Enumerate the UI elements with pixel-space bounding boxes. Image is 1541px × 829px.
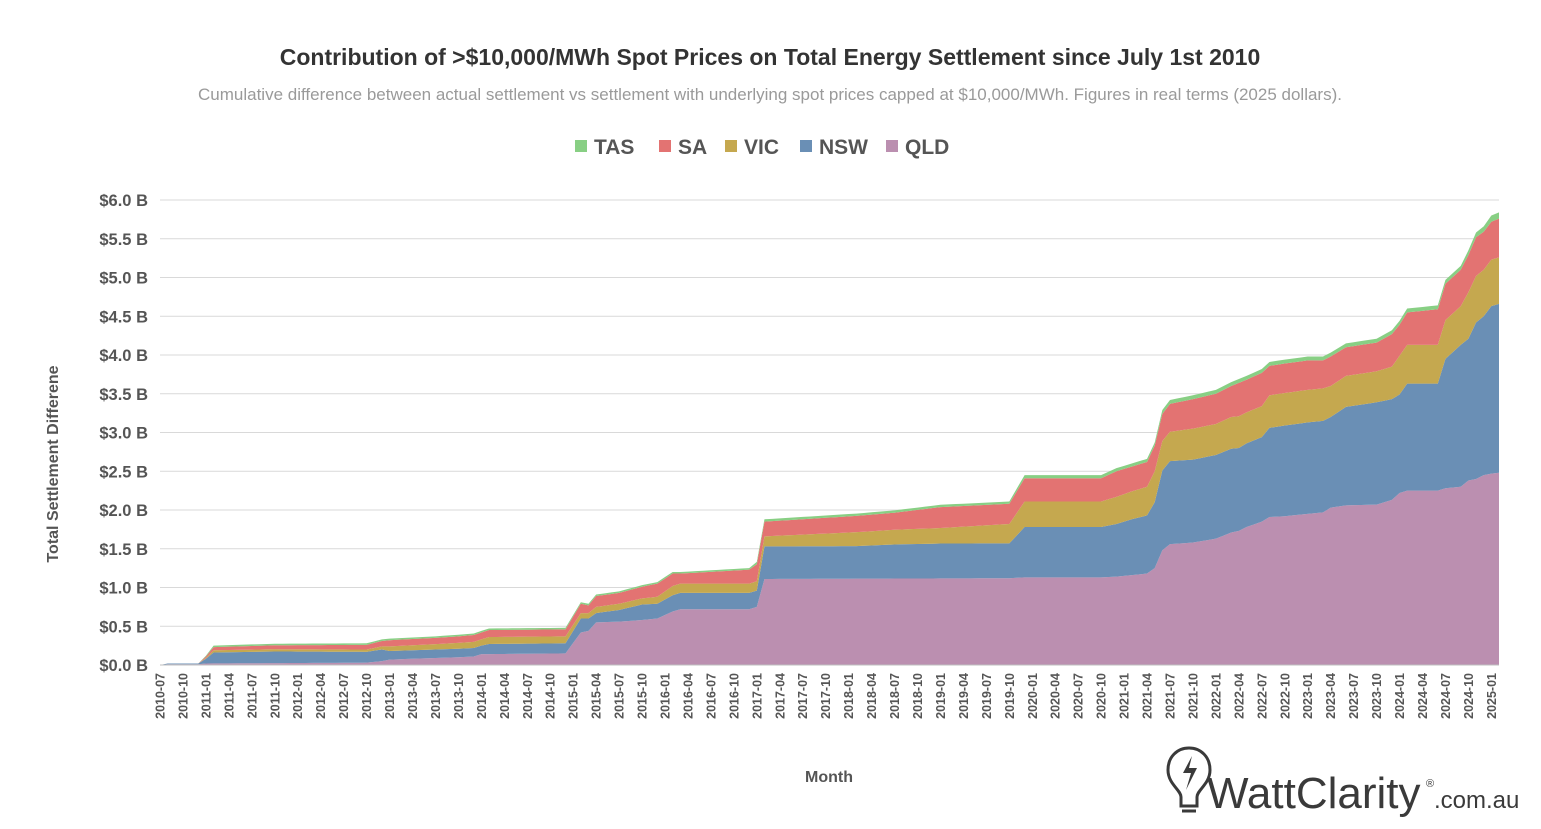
x-tick-label: 2020-10 (1095, 673, 1109, 719)
x-tick-label: 2017-01 (750, 673, 764, 719)
x-tick-label: 2024-04 (1416, 673, 1430, 719)
x-tick-label: 2015-07 (613, 673, 627, 719)
y-tick-label: $4.5 B (99, 308, 148, 326)
legend-swatch-sa (659, 140, 671, 152)
y-tick-label: $4.0 B (99, 347, 148, 365)
x-tick-label: 2019-04 (957, 673, 971, 719)
x-tick-label: 2013-10 (452, 673, 466, 719)
x-tick-label: 2021-10 (1186, 673, 1200, 719)
x-tick-label: 2016-10 (727, 673, 741, 719)
brand-name: WattClarity (1207, 769, 1421, 818)
x-tick-label: 2015-10 (636, 673, 650, 719)
legend-label-sa: SA (678, 136, 707, 159)
x-tick-label: 2024-10 (1462, 673, 1476, 719)
x-tick-label: 2014-10 (544, 673, 558, 719)
x-tick-label: 2022-04 (1232, 673, 1246, 719)
legend-label-tas: TAS (594, 136, 634, 159)
legend-label-qld: QLD (905, 136, 949, 159)
x-tick-label: 2014-01 (475, 673, 489, 719)
x-tick-label: 2022-10 (1278, 673, 1292, 719)
y-tick-label: $3.0 B (99, 425, 148, 443)
plot-areas (160, 212, 1499, 665)
x-tick-label: 2018-01 (842, 673, 856, 719)
x-axis-ticks: 2010-07 2010-10 2011-01 2011-04 2011-07 2011-… (154, 673, 1499, 719)
x-tick-label: 2018-10 (911, 673, 925, 719)
x-tick-label: 2018-07 (888, 673, 902, 719)
legend: TAS SA VIC NSW QLD (575, 136, 949, 159)
x-tick-label: 2020-07 (1072, 673, 1086, 719)
y-axis-label: Total Settlement Differene (45, 365, 62, 562)
area-qld (160, 472, 1499, 665)
x-tick-label: 2010-07 (154, 673, 168, 719)
x-tick-label: 2020-04 (1049, 673, 1063, 719)
x-tick-label: 2016-04 (681, 673, 695, 719)
x-tick-label: 2017-10 (819, 673, 833, 719)
brand-registered: ® (1426, 778, 1434, 790)
x-tick-label: 2017-04 (773, 673, 787, 719)
x-tick-label: 2022-07 (1255, 673, 1269, 719)
area-nsw (160, 303, 1499, 665)
x-tick-label: 2011-01 (199, 673, 213, 718)
x-tick-label: 2023-10 (1370, 673, 1384, 719)
x-tick-label: 2021-04 (1141, 673, 1155, 719)
legend-swatch-vic (725, 140, 737, 152)
x-tick-label: 2012-07 (337, 673, 351, 719)
legend-label-nsw: NSW (819, 136, 868, 159)
x-tick-label: 2013-01 (383, 673, 397, 719)
x-tick-label: 2019-10 (1003, 673, 1017, 719)
legend-swatch-tas (575, 140, 587, 152)
x-tick-label: 2012-10 (360, 673, 374, 719)
chart-subtitle: Cumulative difference between actual set… (198, 85, 1342, 104)
y-axis-ticks: $0.0 B $0.5 B $1.0 B $1.5 B $2.0 B $2.5 B $3.0… (99, 192, 148, 675)
gridlines (160, 199, 1499, 627)
x-tick-label: 2018-04 (865, 673, 879, 719)
x-tick-label: 2019-07 (980, 673, 994, 719)
x-tick-label: 2019-01 (934, 673, 948, 719)
x-tick-label: 2014-04 (498, 673, 512, 719)
y-tick-label: $1.5 B (99, 541, 148, 559)
x-tick-label: 2023-04 (1324, 673, 1338, 719)
x-tick-label: 2011-07 (245, 673, 259, 718)
brand-domain: .com.au (1434, 787, 1519, 814)
x-tick-label: 2024-07 (1439, 673, 1453, 719)
x-tick-label: 2011-04 (222, 673, 236, 718)
x-tick-label: 2016-01 (658, 673, 672, 719)
x-tick-label: 2012-01 (291, 673, 305, 719)
legend-swatch-qld (886, 140, 898, 152)
y-tick-label: $1.0 B (99, 580, 148, 598)
x-tick-label: 2023-01 (1301, 673, 1315, 719)
chart-title: Contribution of >$10,000/MWh Spot Prices… (280, 44, 1261, 70)
y-tick-label: $5.0 B (99, 270, 148, 288)
x-tick-label: 2015-04 (590, 673, 604, 719)
x-tick-label: 2021-07 (1163, 673, 1177, 719)
x-tick-label: 2024-01 (1393, 673, 1407, 719)
x-tick-label: 2017-07 (796, 673, 810, 719)
y-tick-label: $6.0 B (99, 192, 148, 210)
x-axis-label: Month (805, 769, 853, 786)
x-tick-label: 2025-01 (1485, 673, 1499, 719)
x-tick-label: 2013-07 (429, 673, 443, 719)
x-tick-label: 2016-07 (704, 673, 718, 719)
x-tick-label: 2015-01 (567, 673, 581, 719)
x-tick-label: 2011-10 (268, 673, 282, 718)
y-tick-label: $0.0 B (99, 657, 148, 675)
y-tick-label: $3.5 B (99, 386, 148, 404)
x-tick-label: 2012-04 (314, 673, 328, 719)
lightbulb-icon (1166, 746, 1212, 813)
x-tick-label: 2023-07 (1347, 673, 1361, 719)
x-tick-label: 2022-01 (1209, 673, 1223, 719)
x-tick-label: 2010-10 (176, 673, 190, 719)
x-tick-label: 2021-01 (1118, 673, 1132, 719)
y-tick-label: $2.5 B (99, 463, 148, 481)
y-tick-label: $5.5 B (99, 231, 148, 249)
brand-logo: WattClarity ® .com.au (1166, 746, 1519, 818)
x-tick-label: 2014-07 (521, 673, 535, 719)
x-tick-label: 2013-04 (406, 673, 420, 719)
y-tick-label: $2.0 B (99, 502, 148, 520)
x-tick-label: 2020-01 (1026, 673, 1040, 719)
legend-swatch-nsw (800, 140, 812, 152)
legend-label-vic: VIC (744, 136, 779, 159)
y-tick-label: $0.5 B (99, 618, 148, 636)
